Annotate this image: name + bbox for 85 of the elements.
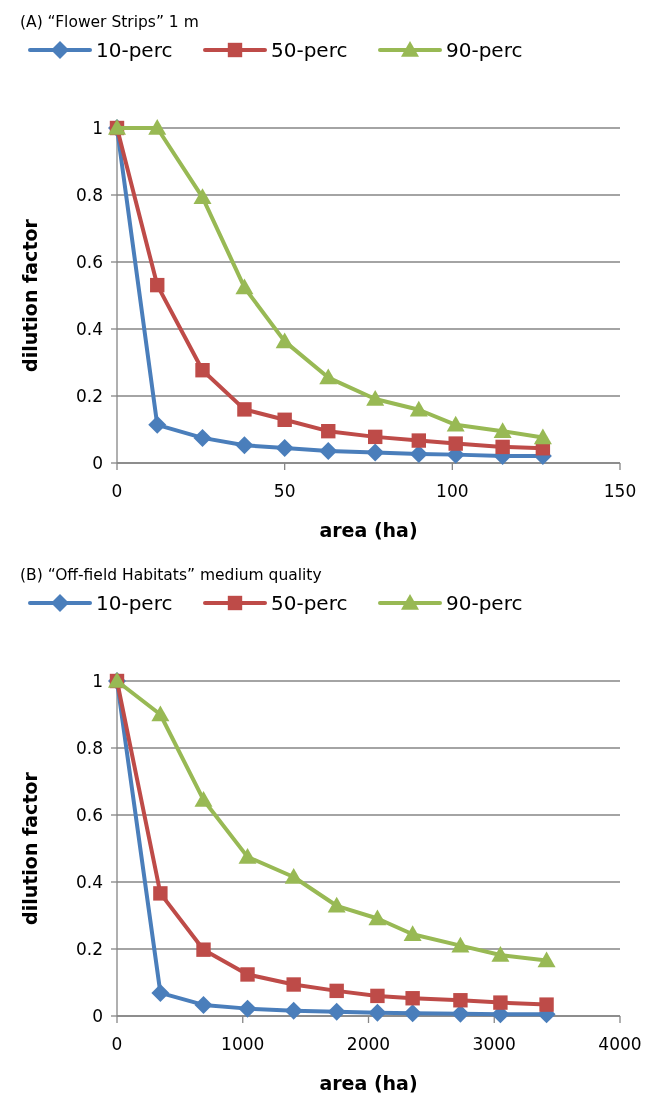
y-tick-label: 0 bbox=[92, 1006, 103, 1026]
x-tick-label: 2000 bbox=[346, 1034, 391, 1054]
point bbox=[148, 119, 167, 135]
point bbox=[240, 967, 255, 982]
point bbox=[446, 415, 465, 432]
x-tick-label: 0 bbox=[111, 481, 123, 501]
x-tick-label: 150 bbox=[603, 481, 637, 501]
legend-label: 10-perc bbox=[96, 591, 173, 615]
point bbox=[366, 443, 385, 462]
point bbox=[195, 363, 210, 378]
x-tick-label: 0 bbox=[111, 1034, 123, 1054]
point bbox=[193, 188, 212, 205]
legend-label: 90-perc bbox=[446, 38, 523, 62]
y-tick-label: 0.8 bbox=[75, 185, 103, 205]
y-tick-label: 0 bbox=[92, 453, 103, 473]
point bbox=[235, 436, 254, 455]
point bbox=[277, 412, 292, 427]
y-tick-label: 0.8 bbox=[75, 738, 103, 758]
x-tick-label: 100 bbox=[436, 481, 469, 501]
x-tick-label: 3000 bbox=[472, 1034, 516, 1054]
y-tick-label: 0.6 bbox=[75, 252, 103, 272]
point bbox=[533, 428, 552, 445]
point bbox=[368, 1003, 387, 1022]
point bbox=[327, 1002, 346, 1021]
point bbox=[321, 423, 336, 439]
y-tick-label: 0.4 bbox=[75, 319, 103, 339]
point bbox=[409, 400, 428, 417]
y-tick-label: 0.2 bbox=[75, 386, 103, 406]
point bbox=[366, 390, 385, 406]
point bbox=[275, 332, 294, 349]
point bbox=[368, 909, 387, 926]
y-tick-label: 0.4 bbox=[75, 872, 103, 892]
point bbox=[194, 790, 213, 807]
point bbox=[319, 441, 338, 460]
x-axis-title: area (ha) bbox=[319, 519, 418, 541]
legend-label: 50-perc bbox=[271, 38, 348, 62]
point bbox=[411, 433, 426, 448]
legend-label: 50-perc bbox=[271, 591, 348, 615]
point bbox=[238, 999, 257, 1018]
point bbox=[329, 983, 344, 999]
point bbox=[275, 438, 294, 457]
chart-title: (B) “Off-field Habitats” medium quality bbox=[20, 566, 322, 584]
point bbox=[238, 847, 257, 864]
point bbox=[537, 951, 556, 968]
point bbox=[448, 436, 463, 451]
point bbox=[539, 997, 554, 1012]
y-tick-label: 1 bbox=[92, 671, 103, 691]
y-axis-title: dilution factor bbox=[19, 771, 41, 925]
point bbox=[151, 705, 170, 722]
point bbox=[403, 925, 422, 942]
point bbox=[327, 896, 346, 913]
point bbox=[491, 946, 510, 962]
point bbox=[451, 936, 470, 953]
point bbox=[319, 368, 338, 385]
point bbox=[284, 1001, 303, 1020]
x-axis-title: area (ha) bbox=[319, 1072, 418, 1094]
point bbox=[153, 886, 168, 901]
point bbox=[495, 439, 510, 455]
legend-label: 10-perc bbox=[96, 38, 173, 62]
point bbox=[370, 988, 385, 1004]
legend-label: 90-perc bbox=[446, 591, 523, 615]
point bbox=[493, 995, 508, 1010]
point bbox=[286, 977, 301, 992]
point bbox=[237, 402, 252, 417]
point bbox=[284, 867, 303, 884]
point bbox=[405, 991, 420, 1006]
point bbox=[368, 429, 383, 445]
x-tick-label: 4000 bbox=[598, 1034, 642, 1054]
point bbox=[453, 993, 468, 1008]
point bbox=[193, 428, 212, 447]
y-tick-label: 1 bbox=[92, 118, 103, 138]
x-tick-label: 50 bbox=[273, 481, 296, 501]
y-tick-label: 0.2 bbox=[75, 939, 103, 959]
point bbox=[403, 1004, 422, 1023]
point bbox=[194, 995, 213, 1014]
y-axis-title: dilution factor bbox=[19, 218, 41, 372]
chart-title: (A) “Flower Strips” 1 m bbox=[20, 13, 199, 31]
point bbox=[196, 942, 211, 957]
point bbox=[148, 415, 167, 434]
y-tick-label: 0.6 bbox=[75, 805, 103, 825]
point bbox=[151, 983, 170, 1002]
point bbox=[235, 278, 254, 295]
point bbox=[493, 422, 512, 438]
point bbox=[150, 277, 165, 293]
x-tick-label: 1000 bbox=[221, 1034, 265, 1054]
